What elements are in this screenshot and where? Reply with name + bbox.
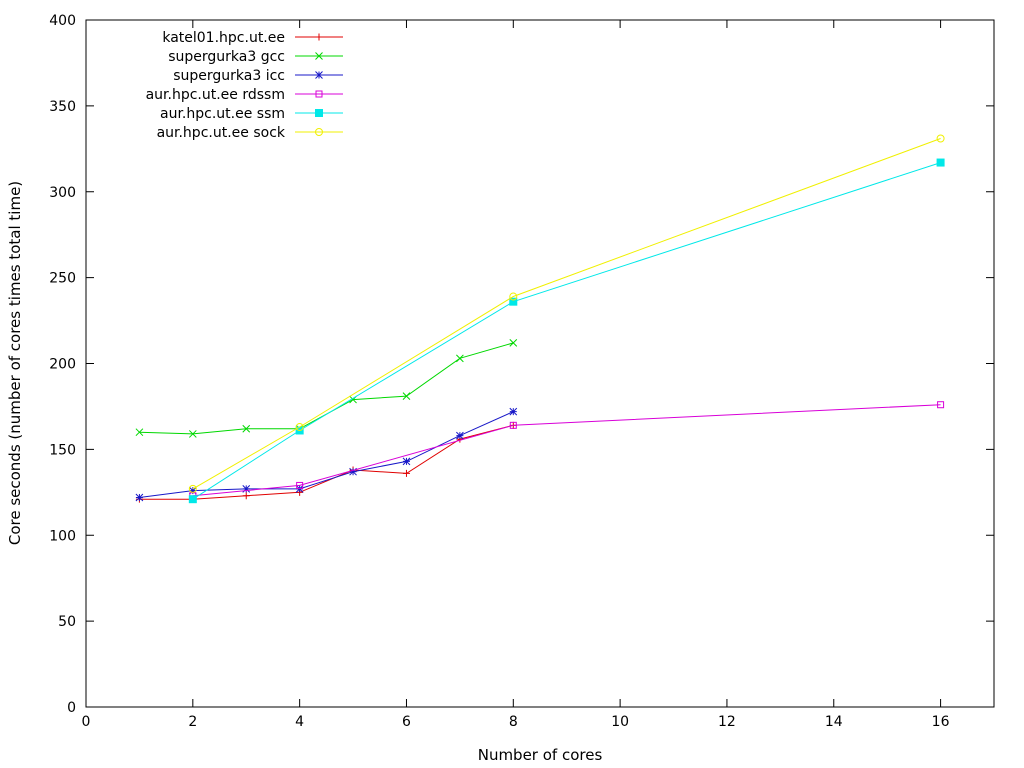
data-point: [509, 297, 518, 306]
legend-item: supergurka3 icc: [173, 68, 343, 84]
y-tick-label: 100: [49, 528, 76, 544]
legend-marker: [315, 33, 323, 41]
data-point: [242, 424, 251, 433]
y-tick-label: 350: [49, 99, 76, 115]
data-point: [295, 423, 304, 432]
data-point: [937, 401, 945, 409]
series-line: [192, 404, 941, 497]
legend-item: aur.hpc.ut.ee rdssm: [146, 87, 343, 103]
series-line: [192, 138, 941, 490]
data-point: [188, 430, 197, 438]
data-point: [188, 484, 197, 493]
series-3: [135, 407, 518, 502]
data-point: [296, 481, 304, 489]
data-point: [242, 492, 250, 500]
plot-frame: [85, 19, 995, 708]
y-tick-label: 300: [49, 185, 76, 201]
legend-label: supergurka3 icc: [173, 68, 285, 84]
series-line: [139, 424, 514, 500]
series-layer: [135, 134, 945, 504]
series-5: [188, 158, 945, 504]
legend-item: katel01.hpc.ut.ee: [162, 30, 343, 46]
x-tick-label: 16: [932, 714, 950, 730]
data-point: [402, 469, 410, 477]
x-tick-label: 12: [718, 714, 736, 730]
legend-label: aur.hpc.ut.ee rdssm: [146, 87, 285, 103]
legend-item: aur.hpc.ut.ee ssm: [160, 106, 343, 122]
data-point: [456, 354, 464, 363]
y-tick-label: 200: [49, 357, 76, 373]
data-point: [456, 431, 464, 440]
data-point: [135, 493, 144, 502]
x-tick-label: 0: [82, 714, 91, 730]
legend-marker: [315, 71, 323, 79]
data-point: [509, 421, 517, 429]
legend-item: aur.hpc.ut.ee sock: [157, 125, 343, 141]
x-tick-label: 6: [402, 714, 411, 730]
y-axis-label: Core seconds (number of cores times tota…: [6, 181, 24, 545]
data-point: [402, 457, 411, 466]
y-tick-label: 0: [67, 700, 76, 716]
x-tick-label: 8: [509, 714, 518, 730]
series-4: [189, 401, 945, 500]
y-tick-label: 400: [49, 13, 76, 29]
data-point: [509, 339, 518, 347]
data-point: [509, 292, 518, 301]
series-line: [192, 162, 941, 500]
x-tick-label: 10: [611, 714, 629, 730]
legend-item: supergurka3 gcc: [168, 49, 343, 65]
series-6: [188, 134, 945, 493]
legend-marker: [315, 109, 323, 117]
data-point: [135, 428, 144, 437]
y-tick-label: 150: [49, 442, 76, 458]
x-tick-label: 14: [825, 714, 843, 730]
x-tick-label: 4: [295, 714, 304, 730]
x-axis-ticks: 0 2 4 6 8 10 12 14 16: [82, 20, 950, 730]
data-point: [402, 392, 411, 400]
data-point: [509, 407, 518, 416]
y-tick-label: 50: [58, 614, 76, 630]
series-2: [135, 339, 518, 438]
y-axis-ticks: 0 50 100 150 200 250 300 350 400: [49, 13, 994, 716]
x-tick-label: 2: [188, 714, 197, 730]
data-point: [188, 495, 197, 504]
legend-label: aur.hpc.ut.ee ssm: [160, 106, 285, 122]
data-point: [349, 467, 357, 476]
legend-marker: [315, 90, 323, 98]
y-tick-label: 250: [49, 271, 76, 287]
series-line: [139, 342, 514, 435]
data-point: [242, 485, 251, 493]
legend-marker: [315, 52, 323, 60]
legend-marker: [315, 128, 323, 136]
legend-label: katel01.hpc.ut.ee: [162, 30, 285, 46]
legend: katel01.hpc.ut.ee supergurka3 gcc supergur…: [146, 30, 343, 141]
series-line: [139, 411, 514, 498]
legend-label: supergurka3 gcc: [168, 49, 285, 65]
data-point: [936, 158, 945, 167]
data-point: [936, 134, 945, 143]
data-point: [188, 486, 197, 495]
x-axis-label: Number of cores: [478, 746, 603, 764]
legend-label: aur.hpc.ut.ee sock: [157, 125, 286, 141]
